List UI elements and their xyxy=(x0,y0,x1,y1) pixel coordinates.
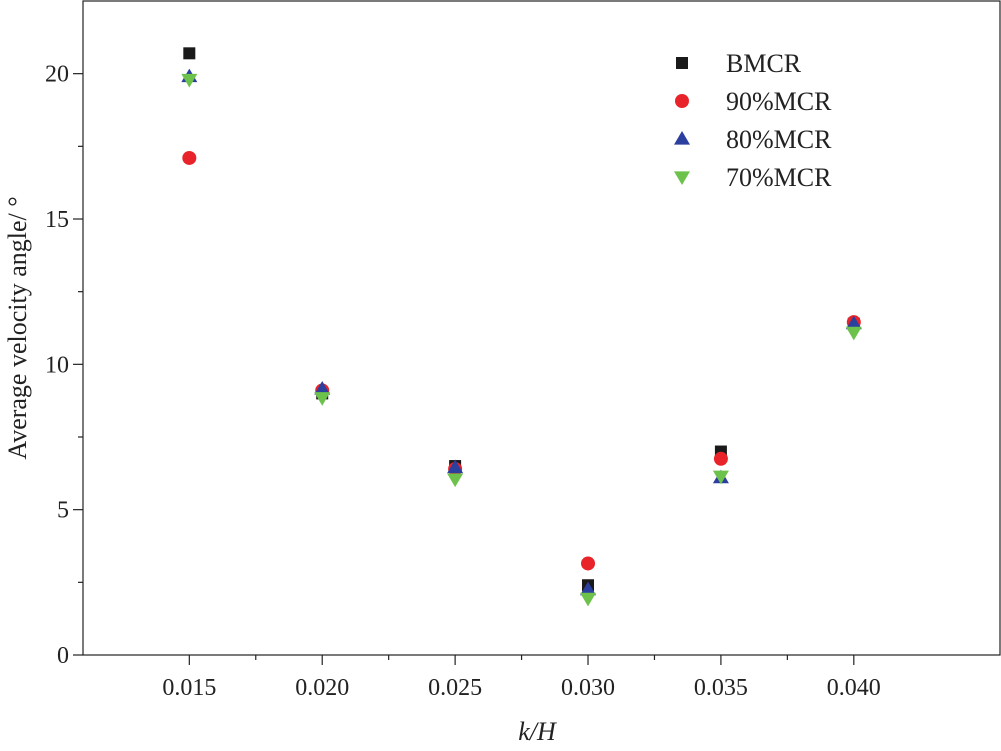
chart-axes xyxy=(82,0,1001,656)
series-90pctmcr xyxy=(182,150,861,571)
data-point xyxy=(581,556,596,571)
data-point xyxy=(447,473,464,488)
y-tick-label: 10 xyxy=(45,352,69,378)
y-axis-label: Average velocity angle/ ° xyxy=(3,196,32,459)
plot-frame xyxy=(82,0,1001,656)
y-tick-label: 0 xyxy=(57,643,69,669)
x-tick-label: 0.035 xyxy=(694,675,748,701)
legend-label: BMCR xyxy=(726,49,802,78)
data-point xyxy=(447,459,464,474)
legend-marker xyxy=(675,94,689,108)
x-axis-label: k/H xyxy=(518,717,557,746)
y-tick-label: 20 xyxy=(45,62,69,88)
x-tick-label: 0.030 xyxy=(561,675,615,701)
legend-marker xyxy=(676,57,688,69)
legend-marker xyxy=(674,171,690,185)
chart-legend: BMCR 90%MCR 80%MCR 70%MCR xyxy=(674,49,832,192)
data-point xyxy=(845,326,862,341)
data-point xyxy=(314,381,331,395)
chart-data-points xyxy=(181,47,862,607)
x-tick-label: 0.015 xyxy=(162,675,216,701)
data-point xyxy=(182,150,197,165)
x-tick-label: 0.020 xyxy=(295,675,349,701)
data-point xyxy=(713,451,728,466)
x-tick-label: 0.025 xyxy=(428,675,482,701)
data-point xyxy=(845,315,862,330)
data-point xyxy=(712,470,729,485)
legend-label: 90%MCR xyxy=(726,87,832,116)
legend-marker xyxy=(674,131,690,145)
data-point xyxy=(580,592,597,607)
y-tick-label: 15 xyxy=(45,207,69,233)
data-point xyxy=(314,392,331,406)
legend-label: 80%MCR xyxy=(726,125,832,154)
x-tick-label: 0.040 xyxy=(827,675,881,701)
legend-label: 70%MCR xyxy=(726,163,832,192)
y-tick-label: 5 xyxy=(57,498,69,524)
data-point xyxy=(183,47,196,60)
series-70pctmcr xyxy=(181,73,862,607)
chart-ticks: 0.015 0.020 0.025 0.030 0.035 0.040 0 5 10 15 20 xyxy=(45,62,881,701)
data-point xyxy=(181,73,198,88)
data-point xyxy=(580,581,597,596)
